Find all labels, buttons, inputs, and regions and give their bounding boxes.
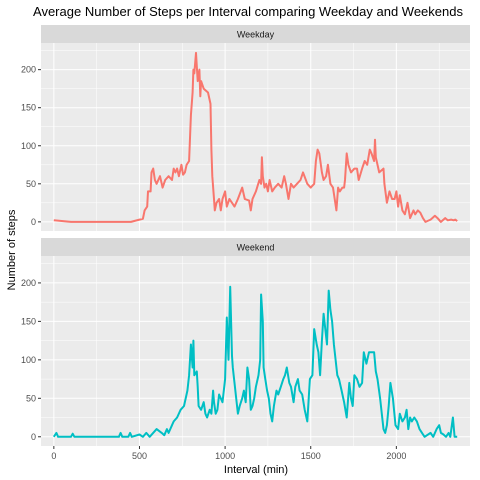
y-tick-label: 0 [31, 432, 36, 442]
panel-weekday: Weekday 0 50 100 150 200 [21, 25, 470, 231]
y-tick-label: 200 [21, 65, 36, 75]
strip-label: Weekday [237, 30, 275, 40]
y-tick-label: 50 [26, 393, 36, 403]
chart-title: Average Number of Steps per Interval com… [33, 4, 463, 19]
x-tick-label: 0 [51, 451, 56, 461]
x-axis-label: Interval (min) [224, 464, 288, 476]
panel-weekend: Weekend 0 50 100 150 200 [21, 238, 470, 446]
y-tick-label: 0 [31, 217, 36, 227]
y-tick-label: 100 [21, 355, 36, 365]
y-tick-label: 50 [26, 179, 36, 189]
x-tick-label: 2000 [386, 451, 406, 461]
y-axis-label: Number of steps [6, 209, 18, 290]
x-axis-ticks: 0 500 1000 1500 2000 [51, 446, 406, 461]
y-tick-label: 150 [21, 103, 36, 113]
x-tick-label: 1000 [215, 451, 235, 461]
y-tick-label: 200 [21, 278, 36, 288]
strip-label: Weekend [237, 243, 275, 253]
y-tick-label: 150 [21, 316, 36, 326]
x-tick-label: 1500 [301, 451, 321, 461]
y-tick-label: 100 [21, 141, 36, 151]
chart-panels: Weekday 0 50 100 150 200 Weekend 0 50 100 150 200 [21, 25, 470, 446]
x-tick-label: 500 [132, 451, 147, 461]
